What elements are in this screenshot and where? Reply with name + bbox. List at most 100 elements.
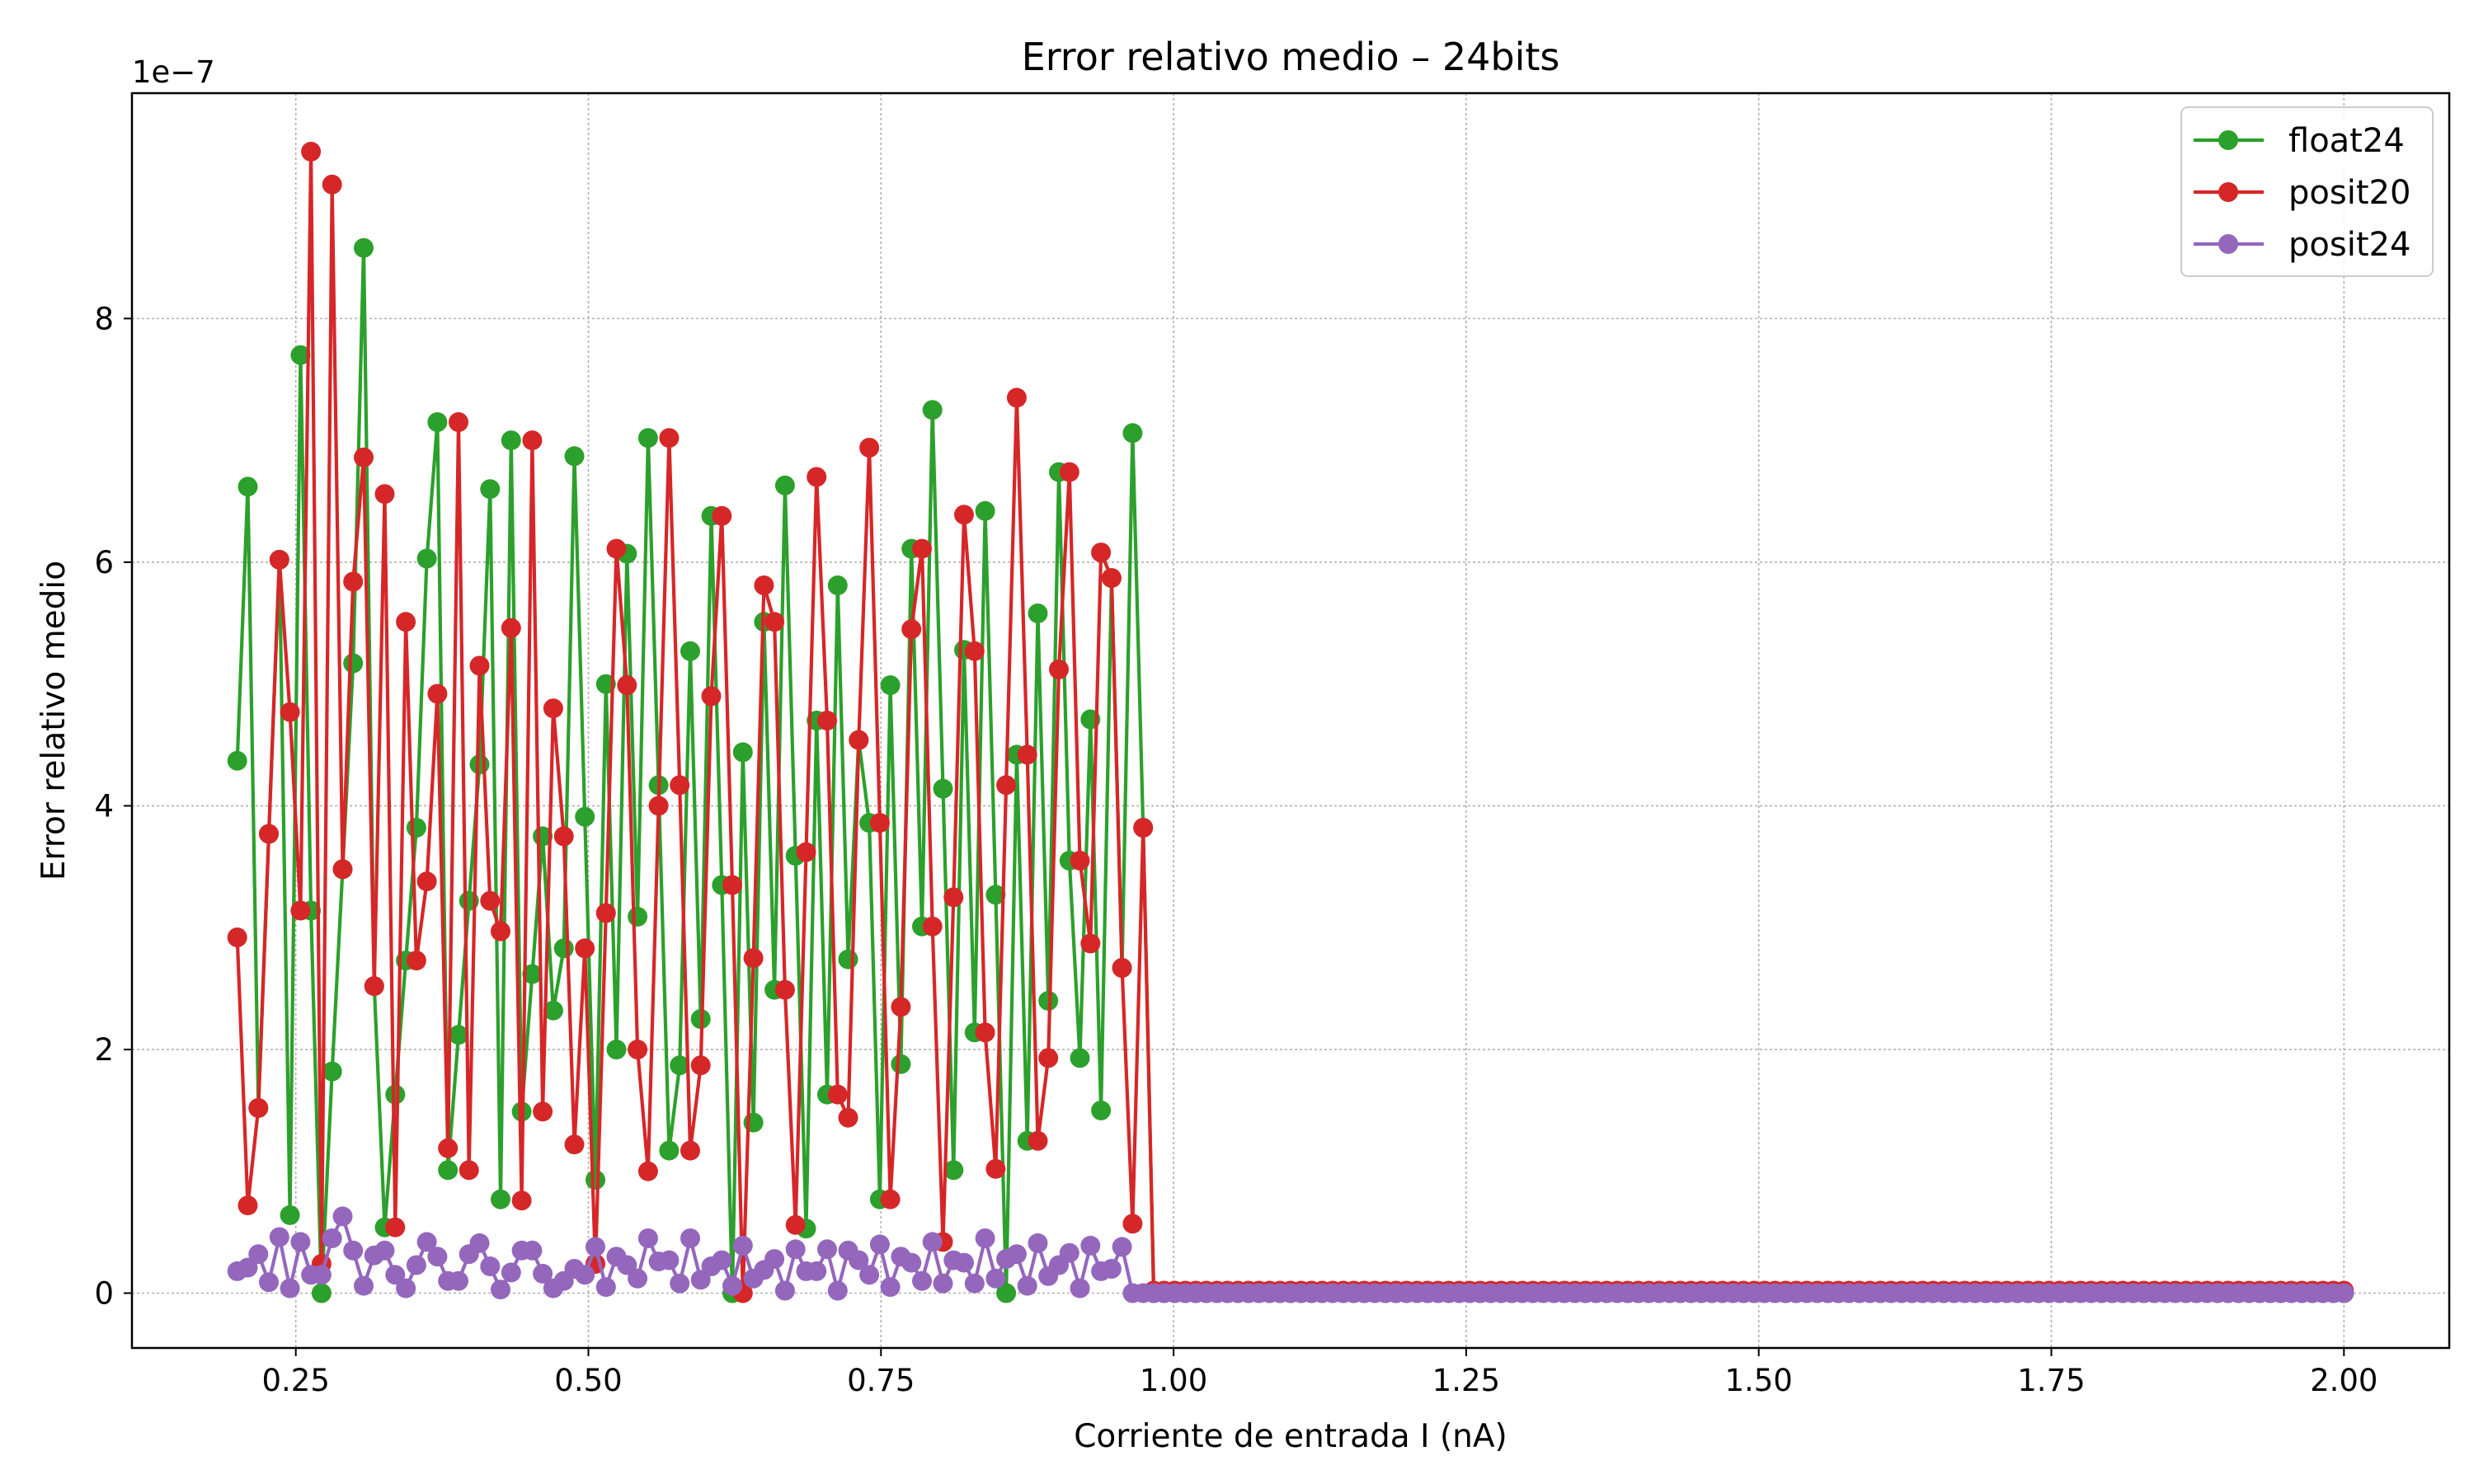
data-point-posit20 [522, 430, 543, 451]
data-point-posit20 [449, 412, 468, 432]
data-point-posit24 [722, 1275, 742, 1296]
data-point-float24 [385, 1084, 406, 1105]
legend-frame [2180, 106, 2434, 277]
data-point-float24 [553, 938, 574, 959]
data-point-float24 [680, 641, 700, 661]
data-point-posit20 [480, 890, 501, 911]
data-point-float24 [985, 885, 1006, 905]
data-point-float24 [659, 1140, 680, 1161]
data-point-posit24 [764, 1249, 785, 1270]
data-point-posit24 [259, 1272, 279, 1293]
data-point-float24 [732, 742, 753, 763]
series-layer [227, 141, 2354, 1303]
data-point-posit20 [754, 575, 774, 595]
data-point-posit20 [575, 938, 595, 959]
data-point-float24 [543, 1000, 563, 1021]
legend-marker-posit24 [2218, 234, 2238, 254]
data-point-posit20 [248, 1097, 269, 1118]
x-tick-label: 0.50 [554, 1363, 622, 1398]
data-point-posit20 [743, 948, 764, 969]
data-point-float24 [491, 1189, 510, 1209]
data-point-float24 [290, 345, 311, 365]
data-point-posit24 [2334, 1283, 2354, 1303]
data-point-float24 [922, 400, 943, 420]
data-point-posit24 [280, 1278, 300, 1298]
data-point-posit24 [1080, 1235, 1101, 1256]
data-point-posit24 [491, 1280, 510, 1300]
x-tick-label: 2.00 [2310, 1363, 2378, 1398]
data-point-posit24 [807, 1261, 827, 1281]
data-point-posit20 [227, 928, 247, 947]
data-point-posit20 [1038, 1048, 1059, 1068]
data-point-posit20 [880, 1189, 901, 1209]
data-point-posit24 [427, 1247, 448, 1267]
data-point-posit24 [912, 1270, 932, 1291]
data-point-posit20 [838, 1107, 858, 1128]
data-point-posit20 [259, 824, 279, 844]
data-point-posit20 [827, 1084, 848, 1105]
data-point-float24 [880, 675, 901, 696]
data-point-posit20 [922, 916, 943, 937]
data-point-posit20 [859, 438, 880, 458]
data-point-posit24 [449, 1270, 468, 1291]
data-point-posit24 [501, 1262, 521, 1283]
legend-marker-float24 [2218, 130, 2238, 150]
data-point-float24 [480, 479, 501, 500]
data-point-float24 [838, 949, 858, 970]
data-point-posit24 [985, 1268, 1006, 1289]
data-point-posit20 [849, 730, 869, 750]
data-point-float24 [1091, 1100, 1112, 1120]
data-point-posit20 [1101, 568, 1122, 589]
data-point-posit24 [670, 1273, 690, 1294]
data-point-posit24 [785, 1239, 806, 1260]
data-point-posit20 [637, 1161, 658, 1181]
data-point-posit20 [491, 921, 510, 942]
data-point-posit20 [501, 618, 521, 638]
data-point-float24 [416, 548, 437, 569]
data-point-posit20 [553, 826, 574, 847]
data-point-posit20 [1091, 542, 1112, 563]
data-point-posit20 [975, 1022, 995, 1043]
data-point-posit20 [617, 675, 637, 696]
data-point-float24 [975, 500, 995, 521]
data-point-posit24 [859, 1265, 880, 1285]
x-tick-label: 1.00 [1140, 1363, 1207, 1398]
data-point-float24 [449, 1025, 468, 1045]
data-point-float24 [1122, 423, 1143, 444]
legend-label-posit20: posit20 [2288, 174, 2411, 212]
data-point-posit24 [469, 1233, 490, 1253]
data-point-posit20 [670, 775, 690, 796]
data-point-posit24 [322, 1228, 342, 1248]
data-point-posit20 [280, 702, 300, 722]
data-point-posit20 [459, 1160, 479, 1181]
y-tick-label: 8 [94, 301, 114, 336]
data-point-float24 [564, 446, 585, 467]
data-point-posit20 [817, 711, 837, 730]
data-point-posit20 [354, 447, 374, 467]
data-point-posit24 [354, 1275, 374, 1296]
data-point-posit24 [1070, 1278, 1090, 1298]
data-point-float24 [996, 1283, 1017, 1303]
data-point-posit20 [996, 775, 1017, 796]
data-point-posit24 [586, 1237, 605, 1257]
series-posit24 [227, 1206, 2354, 1303]
legend-marker-posit20 [2218, 182, 2238, 202]
x-tick-label: 0.75 [847, 1363, 915, 1398]
data-point-posit24 [774, 1280, 795, 1301]
data-point-posit24 [248, 1244, 269, 1265]
data-point-posit20 [680, 1140, 700, 1161]
data-point-posit24 [817, 1239, 837, 1260]
data-point-posit24 [311, 1265, 332, 1285]
data-point-posit20 [438, 1138, 459, 1158]
data-point-posit20 [332, 859, 353, 880]
data-point-posit20 [469, 655, 490, 676]
data-point-posit24 [922, 1232, 943, 1252]
data-point-posit20 [1017, 744, 1037, 765]
data-point-posit24 [880, 1277, 901, 1298]
data-point-float24 [469, 754, 490, 775]
data-point-posit24 [975, 1228, 995, 1248]
data-point-posit20 [290, 900, 311, 921]
data-point-posit24 [954, 1252, 974, 1273]
data-point-posit20 [343, 571, 364, 592]
data-point-float24 [427, 412, 448, 432]
